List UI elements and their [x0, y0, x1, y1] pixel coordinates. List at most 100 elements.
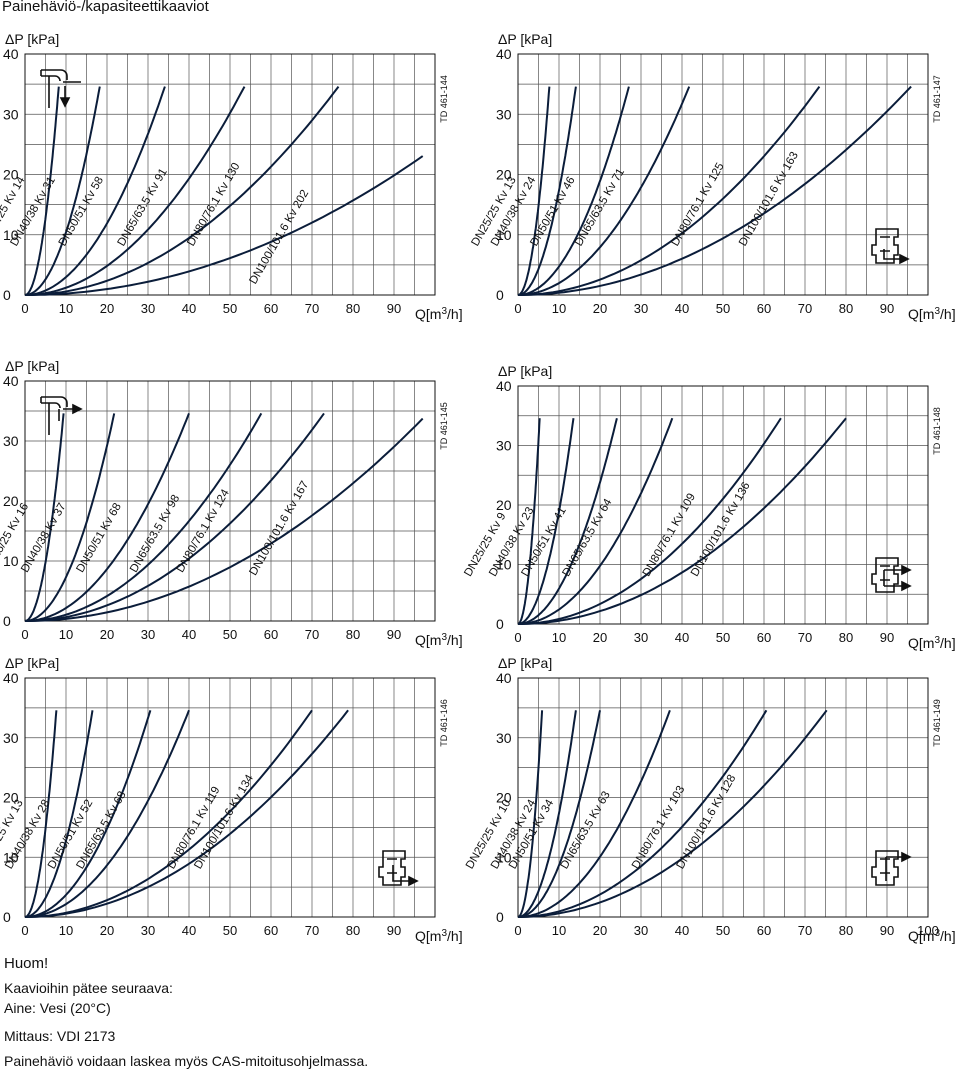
y-tick-label: 0 [3, 613, 11, 629]
series-label-dn50-51-kv-46: DN50/51 Kv 46 [528, 175, 577, 249]
charts-canvas: 0 10 20 30 40 0 10 20 30 40 50 60 70 80 90 ΔP [kPa] Q[m3… [0, 31, 956, 944]
y-tick-label: 20 [496, 167, 512, 183]
y-tick-label: 0 [496, 909, 504, 925]
x-tick-label: 0 [514, 301, 521, 316]
note-heading: Huom! [4, 955, 49, 972]
y-tick-label: 40 [496, 46, 512, 62]
x-tick-label: 60 [264, 627, 278, 642]
series-line-dn40-38-kv-24 [517, 710, 577, 918]
x-tick-label: 10 [59, 301, 73, 316]
chart-id: TD 461-145 [439, 402, 449, 450]
series-line-dn100-101-6-kv-128 [517, 709, 828, 918]
y-tick-label: 20 [3, 493, 19, 509]
series-line-dn25-25-kv-16 [24, 413, 65, 622]
x-tick-label: 80 [839, 301, 853, 316]
x-tick-label: 30 [141, 923, 155, 938]
chart-grid [517, 385, 929, 625]
plot-frame [517, 53, 929, 296]
y-tick-label: 10 [496, 557, 512, 573]
chart-panel-3: 0 10 20 30 40 0 10 20 30 40 50 60 70 80 90 ΔP [kPa] Q[m3… [0, 358, 463, 648]
valve-angle-right-icon [40, 396, 83, 435]
series-line-dn100-101-6-kv-134 [24, 709, 349, 918]
x-tick-label: 90 [880, 301, 894, 316]
x-tick-label: 50 [716, 923, 730, 938]
y-tick-label: 40 [3, 670, 19, 686]
x-tick-label: 10 [59, 923, 73, 938]
page-title: Painehäviö-/kapasiteettikaaviot [2, 0, 209, 15]
series-line-dn40-38-kv-37 [24, 413, 116, 622]
x-tick-label: 40 [182, 923, 196, 938]
series-line-dn100-101-6-kv-163 [517, 85, 912, 296]
series-line-dn50-51-kv-41 [517, 417, 618, 625]
series-label-dn100-101-6-kv-167: DN100/101.6 Kv 167 [248, 479, 312, 577]
x-tick-label: 40 [182, 627, 196, 642]
y-tick-label: 40 [3, 46, 19, 62]
series-line-dn65-63-5-kv-63 [517, 709, 671, 918]
x-tick-label: 70 [305, 627, 319, 642]
x-tick-label: 80 [839, 923, 853, 938]
x-tick-label: 60 [757, 301, 771, 316]
series-line-dn25-25-kv-13 [517, 86, 551, 296]
note-line-3: Mittaus: VDI 2173 [4, 1028, 116, 1044]
plot-frame [517, 677, 929, 918]
y-axis-label: ΔP [kPa] [5, 358, 59, 374]
x-tick-label: 30 [141, 627, 155, 642]
x-tick-label: 50 [716, 301, 730, 316]
series-label-dn100-101-6-kv-128: DN100/101.6 Kv 128 [675, 773, 739, 871]
y-tick-label: 40 [3, 373, 19, 389]
series-line-dn65-63-5-kv-98 [24, 412, 263, 622]
x-axis-label: Q[m3/h] [908, 928, 956, 944]
series-line-dn65-63-5-kv-68 [24, 709, 190, 918]
y-tick-label: 20 [3, 790, 19, 806]
x-tick-label: 70 [798, 630, 812, 645]
y-tick-label: 0 [3, 909, 11, 925]
chart-grid [24, 380, 436, 622]
x-axis-label: Q[m3/h] [908, 635, 956, 651]
x-tick-label: 40 [675, 630, 689, 645]
y-tick-label: 0 [496, 616, 504, 632]
series-line-dn50-51-kv-68 [24, 413, 190, 622]
series-line-dn40-38-kv-23 [517, 418, 575, 625]
series-line-dn50-51-kv-46 [517, 86, 630, 296]
x-tick-label: 100 [917, 923, 939, 938]
x-tick-label: 20 [593, 630, 607, 645]
series-line-dn80-76-1-kv-130 [24, 85, 340, 296]
y-tick-label: 20 [496, 497, 512, 513]
valve-body-two-outlets-icon [871, 557, 912, 593]
x-tick-label: 60 [757, 630, 771, 645]
x-tick-label: 30 [634, 301, 648, 316]
x-tick-label: 90 [387, 301, 401, 316]
series-line-dn80-76-1-kv-103 [517, 709, 768, 918]
x-tick-label: 20 [100, 923, 114, 938]
series-line-dn25-25-kv-9 [517, 418, 541, 625]
series-label-dn65-63-5-kv-98: DN65/63.5 Kv 98 [128, 493, 182, 575]
y-tick-label: 30 [3, 433, 19, 449]
x-tick-label: 0 [514, 923, 521, 938]
series-line-dn25-25-kv-10 [517, 710, 544, 918]
x-tick-label: 90 [387, 923, 401, 938]
chart-panel-4: 0 10 20 30 40 0 10 20 30 40 50 60 70 80 90 ΔP [kPa] Q[m3… [462, 363, 955, 651]
series-line-dn50-51-kv-34 [517, 710, 601, 918]
y-tick-label: 40 [496, 670, 512, 686]
x-tick-label: 90 [880, 923, 894, 938]
series-line-dn25-25-kv-14 [24, 86, 60, 296]
y-axis-label: ΔP [kPa] [498, 363, 552, 379]
x-tick-label: 10 [552, 630, 566, 645]
x-tick-label: 30 [141, 301, 155, 316]
series-line-dn80-76-1-kv-109 [517, 417, 782, 625]
x-tick-label: 20 [100, 301, 114, 316]
plot-frame [24, 677, 436, 918]
y-tick-label: 20 [3, 167, 19, 183]
plot-frame [24, 53, 436, 296]
x-tick-label: 50 [223, 627, 237, 642]
chart-panel-1: 0 10 20 30 40 0 10 20 30 40 50 60 70 80 90 ΔP [kPa] Q[m3… [0, 31, 463, 322]
x-axis-label: Q[m3/h] [415, 928, 463, 944]
x-tick-label: 0 [21, 627, 28, 642]
x-tick-label: 50 [716, 630, 730, 645]
series-line-dn65-63-5-kv-71 [517, 86, 691, 296]
chart-id: TD 461-148 [932, 407, 942, 455]
series-line-dn50-51-kv-58 [24, 86, 166, 296]
chart-id: TD 461-149 [932, 699, 942, 747]
x-tick-label: 70 [305, 923, 319, 938]
series-line-dn80-76-1-kv-124 [24, 412, 325, 622]
